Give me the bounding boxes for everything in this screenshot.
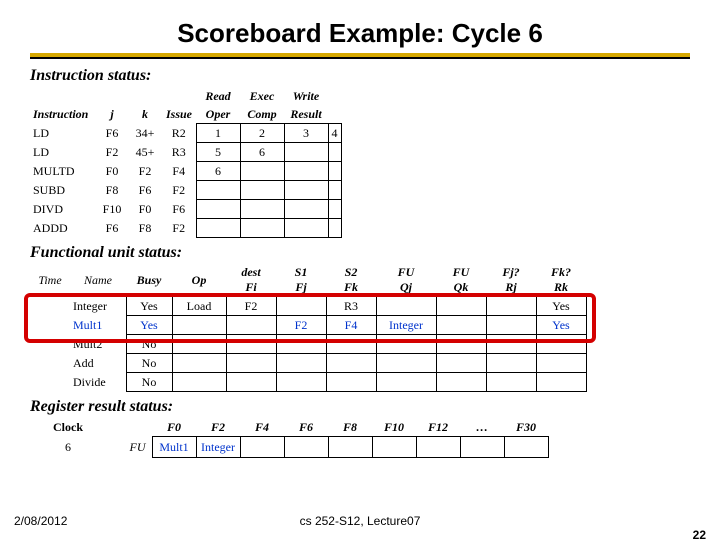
table-row: IntegerYesLoadF2R3Yes xyxy=(30,297,586,316)
reg-col-1: F2 xyxy=(196,418,240,437)
col-read: Read xyxy=(196,87,240,105)
fu-col-10: Fk?Rk xyxy=(536,264,586,297)
table-row: DIVDF10F0F6 xyxy=(30,200,341,219)
reg-col-5: F10 xyxy=(372,418,416,437)
reg-col-3: F6 xyxy=(284,418,328,437)
clock-value: 6 xyxy=(30,437,106,458)
fu-col-5: S1Fj xyxy=(276,264,326,297)
table-row: DivideNo xyxy=(30,373,586,392)
col-write: Write xyxy=(284,87,328,105)
instr-col-3: Issue xyxy=(162,105,196,124)
table-row: LDF245+R356 xyxy=(30,143,341,162)
fu-col-9: Fj?Rj xyxy=(486,264,536,297)
table-row: Mult2No xyxy=(30,335,586,354)
section-reg-status: Register result status: xyxy=(30,398,690,416)
table-row: AddNo xyxy=(30,354,586,373)
instr-col-5: Comp xyxy=(240,105,284,124)
fu-status-table: TimeNameBusyOpdestFiS1FjS2FkFUQjFUQkFj?R… xyxy=(30,264,587,392)
reg-col-6: F12 xyxy=(416,418,460,437)
table-row: MULTDF0F2F46 xyxy=(30,162,341,181)
slide-title: Scoreboard Example: Cycle 6 xyxy=(30,18,690,49)
reg-col-4: F8 xyxy=(328,418,372,437)
clock-label: Clock xyxy=(30,418,106,437)
fu-label: FU xyxy=(106,437,152,458)
instr-col-6: Result xyxy=(284,105,328,124)
table-row: Mult1YesF2F4IntegerYes xyxy=(30,316,586,335)
table-row: SUBDF8F6F2 xyxy=(30,181,341,200)
reg-col-8: F30 xyxy=(504,418,548,437)
title-underline xyxy=(30,53,690,57)
section-fu-status: Functional unit status: xyxy=(30,244,690,262)
fu-col-7: FUQj xyxy=(376,264,436,297)
instr-col-0: Instruction xyxy=(30,105,96,124)
instr-col-1: j xyxy=(96,105,128,124)
table-row: ADDDF6F8F2 xyxy=(30,219,341,238)
instruction-status-table: Read Exec Write InstructionjkIssueOperCo… xyxy=(30,87,342,238)
instr-col-4: Oper xyxy=(196,105,240,124)
instr-col-2: k xyxy=(128,105,162,124)
fu-col-6: S2Fk xyxy=(326,264,376,297)
register-result-table: Clock F0F2F4F6F8F10F12…F30 6 FU Mult1Int… xyxy=(30,418,549,458)
section-instruction-status: Instruction status: xyxy=(30,67,690,85)
fu-col-2: Busy xyxy=(126,264,172,297)
fu-col-3: Op xyxy=(172,264,226,297)
fu-col-4: destFi xyxy=(226,264,276,297)
reg-col-7: … xyxy=(460,418,504,437)
fu-col-1: Name xyxy=(70,264,126,297)
reg-col-0: F0 xyxy=(152,418,196,437)
footer-date: 2/08/2012 xyxy=(14,514,67,528)
footer: 2/08/2012 cs 252-S12, Lecture07 22 xyxy=(0,514,720,528)
col-exec: Exec xyxy=(240,87,284,105)
footer-center: cs 252-S12, Lecture07 xyxy=(0,514,720,528)
fu-col-0: Time xyxy=(30,264,70,297)
fu-col-8: FUQk xyxy=(436,264,486,297)
table-row: LDF634+R21234 xyxy=(30,124,341,143)
reg-col-2: F4 xyxy=(240,418,284,437)
